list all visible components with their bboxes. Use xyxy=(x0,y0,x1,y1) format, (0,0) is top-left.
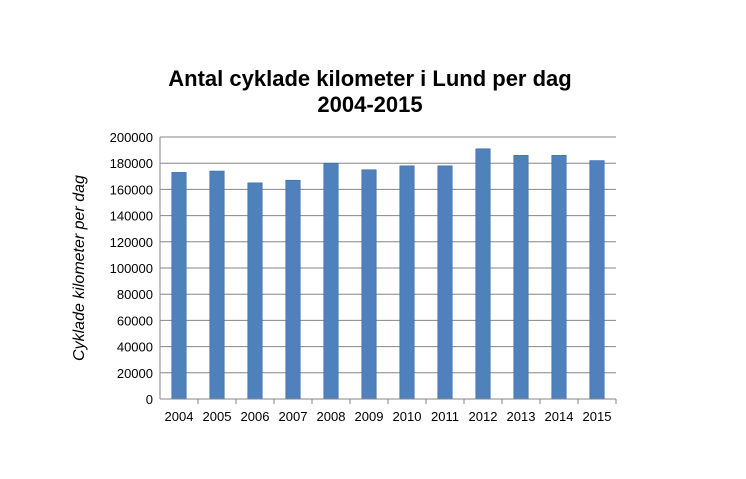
y-tick-label: 180000 xyxy=(110,156,153,171)
y-tick-label: 20000 xyxy=(117,366,153,381)
bar-2012 xyxy=(475,148,491,400)
x-tick-label: 2014 xyxy=(545,409,574,424)
y-tick-label: 80000 xyxy=(117,287,153,302)
bar-2006 xyxy=(247,182,263,400)
y-axis-label: Cyklade kilometer per dag xyxy=(71,175,88,361)
x-tick-label: 2004 xyxy=(165,409,194,424)
x-tick-label: 2007 xyxy=(279,409,308,424)
x-tick-label: 2011 xyxy=(431,409,459,424)
bar-2004 xyxy=(171,172,187,400)
bar-2014 xyxy=(551,155,567,400)
y-tick-label: 60000 xyxy=(117,313,153,328)
x-tick-label: 2005 xyxy=(203,409,232,424)
x-tick-label: 2012 xyxy=(469,409,498,424)
y-tick-label: 0 xyxy=(146,392,153,407)
chart-title-line-1: Antal cyklade kilometer i Lund per dag xyxy=(168,66,571,91)
chart-title-line-2: 2004-2015 xyxy=(317,92,422,117)
x-tick-label: 2008 xyxy=(317,409,346,424)
x-tick-label: 2010 xyxy=(393,409,422,424)
bar-2007 xyxy=(285,179,301,400)
y-tick-label: 100000 xyxy=(110,261,153,276)
x-tick-label: 2006 xyxy=(241,409,270,424)
y-tick-labels: 0 20000 40000 60000 80000 100000 120000 140000 1… xyxy=(110,130,153,407)
bar-2010 xyxy=(399,165,415,400)
x-tick-label: 2009 xyxy=(355,409,384,424)
grid-lines xyxy=(160,136,616,400)
y-tick-label: 200000 xyxy=(110,130,153,145)
bar-2005 xyxy=(209,170,225,400)
bar-2009 xyxy=(361,169,377,400)
y-tick-label: 160000 xyxy=(110,182,153,197)
y-tick-label: 120000 xyxy=(110,235,153,250)
bars xyxy=(171,148,605,400)
x-tick-label: 2015 xyxy=(583,409,612,424)
axes xyxy=(159,137,617,404)
y-tick-label: 140000 xyxy=(110,209,153,224)
x-tick-label: 2013 xyxy=(507,409,536,424)
x-tick-labels: 2004 2005 2006 2007 2008 2009 2010 2011 2012 2013… xyxy=(165,409,612,424)
y-tick-label: 40000 xyxy=(117,340,153,355)
bar-2008 xyxy=(323,162,339,400)
bar-2011 xyxy=(437,165,453,400)
bar-2013 xyxy=(513,155,529,400)
bar-2015 xyxy=(589,160,605,400)
